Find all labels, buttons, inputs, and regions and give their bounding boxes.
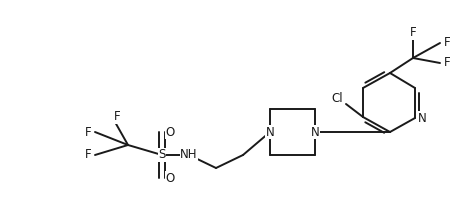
Text: F: F <box>113 110 120 124</box>
Text: O: O <box>166 172 175 184</box>
Text: NH: NH <box>180 148 198 162</box>
Text: O: O <box>166 126 175 138</box>
Text: N: N <box>418 112 426 124</box>
Text: Cl: Cl <box>331 92 343 106</box>
Text: S: S <box>158 148 166 162</box>
Text: F: F <box>85 126 91 138</box>
Text: F: F <box>85 148 91 162</box>
Text: F: F <box>444 57 450 70</box>
Text: F: F <box>444 36 450 49</box>
Text: F: F <box>410 26 416 39</box>
Text: N: N <box>311 126 319 138</box>
Text: N: N <box>266 126 274 138</box>
